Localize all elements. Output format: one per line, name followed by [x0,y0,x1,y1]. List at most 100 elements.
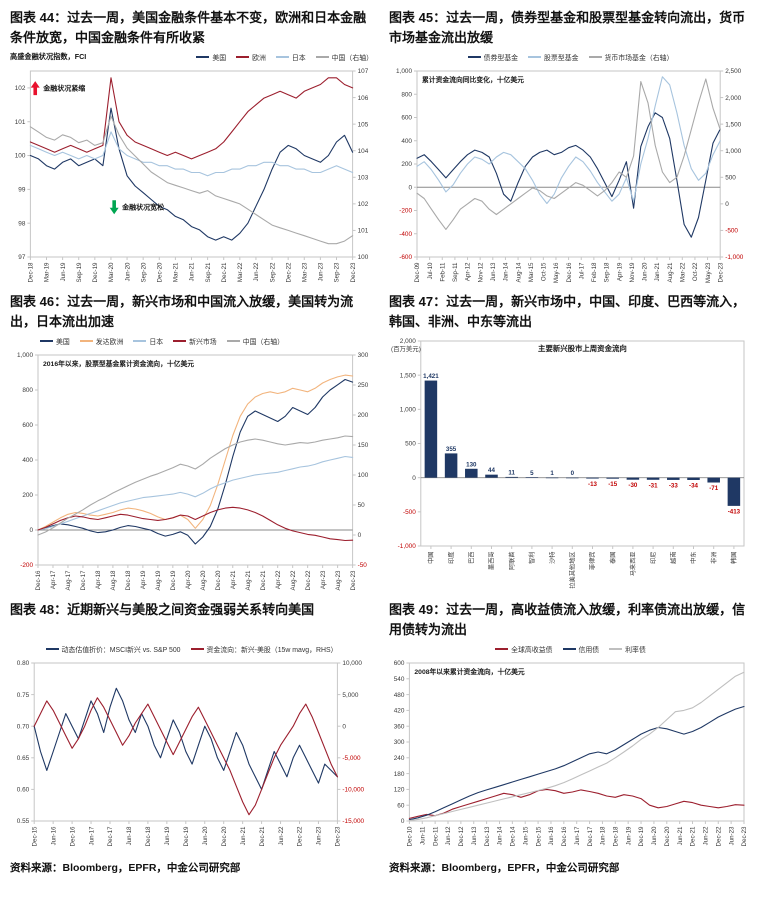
svg-text:1,000: 1,000 [17,352,33,359]
svg-text:Jun-17: Jun-17 [574,826,581,845]
svg-text:Jul-17: Jul-17 [578,262,585,279]
svg-text:May-23: May-23 [705,262,712,283]
svg-text:(百万美元): (百万美元) [391,344,421,353]
svg-text:Dec-22: Dec-22 [285,262,292,283]
svg-text:Dec-22: Dec-22 [297,826,304,847]
svg-text:97: 97 [18,254,26,261]
svg-text:Oct-22: Oct-22 [692,262,699,281]
svg-text:355: 355 [446,446,457,453]
svg-text:-5,000: -5,000 [342,755,361,762]
svg-text:Dec-14: Dec-14 [510,826,517,847]
svg-text:Dec-20: Dec-20 [156,262,163,283]
svg-text:2008年以来累计资金流向，十亿美元: 2008年以来累计资金流向，十亿美元 [414,667,524,676]
svg-text:Jun-19: Jun-19 [164,826,171,845]
svg-text:Apr-20: Apr-20 [185,570,192,589]
svg-text:240: 240 [394,755,405,762]
legend-marker [528,56,542,58]
svg-text:1,421: 1,421 [423,373,439,380]
svg-text:中国: 中国 [427,552,435,564]
svg-text:Dec-16: Dec-16 [69,826,76,847]
svg-text:500: 500 [725,174,736,181]
svg-text:-50: -50 [358,562,368,569]
legend-item: 欧洲 [236,52,266,62]
legend-marker [45,648,59,650]
svg-text:44: 44 [488,467,495,474]
svg-text:Jun-18: Jun-18 [600,826,607,845]
svg-text:Dec-23: Dec-23 [717,262,724,283]
svg-text:Dec-19: Dec-19 [170,570,177,591]
svg-text:Jun-23: Jun-23 [728,826,735,845]
svg-text:Dec-17: Dec-17 [107,826,114,847]
svg-text:Feb-18: Feb-18 [591,262,598,282]
svg-text:Jun-23: Jun-23 [316,826,323,845]
legend-marker [40,340,53,342]
svg-text:-71: -71 [709,485,719,492]
svg-text:Dec-11: Dec-11 [432,826,439,846]
svg-text:-413: -413 [728,508,741,515]
svg-text:Dec-10: Dec-10 [407,826,414,847]
svg-text:金融状况紧缩: 金融状况紧缩 [42,84,85,93]
svg-text:480: 480 [394,692,405,699]
svg-text:50: 50 [358,502,366,509]
svg-text:98: 98 [18,220,26,227]
svg-text:Oct-15: Oct-15 [541,262,548,281]
figure-47: 图表 47：过去一周，新兴市场中，中国、印度、巴西等流入，韩国、非洲、中东等流出… [389,292,752,596]
svg-text:106: 106 [358,95,369,102]
svg-text:200: 200 [401,161,412,168]
svg-text:韩国: 韩国 [730,552,738,564]
legend-marker [495,648,509,650]
svg-text:0.80: 0.80 [17,660,30,667]
svg-text:2,500: 2,500 [725,68,741,75]
svg-text:Dec-16: Dec-16 [561,826,568,847]
svg-text:Sep-19: Sep-19 [76,262,83,283]
legend-marker [173,340,187,342]
svg-text:Jan-14: Jan-14 [503,262,510,281]
svg-text:菲律宾: 菲律宾 [589,552,597,571]
figure-49-title: 图表 49：过去一周，高收益债流入放缓，利率债流出放缓，信用债转为流出 [389,602,746,637]
figure-46-legend: 美国 发达欧洲 日本 新兴市场 中国（右轴） [10,334,373,348]
svg-text:Jun-12: Jun-12 [445,826,452,845]
svg-text:Sep-22: Sep-22 [269,262,276,283]
svg-text:Aug-21: Aug-21 [667,262,674,283]
legend-marker [275,56,289,58]
svg-text:-13: -13 [588,481,598,488]
svg-text:Dec-19: Dec-19 [638,826,645,847]
svg-text:Dec-17: Dec-17 [80,570,87,591]
svg-text:60: 60 [397,802,405,809]
svg-text:Aug-19: Aug-19 [155,570,162,591]
svg-text:-31: -31 [649,482,659,489]
svg-text:0: 0 [412,475,416,482]
svg-text:Apr-17: Apr-17 [50,570,57,589]
svg-text:Aug-22: Aug-22 [290,570,297,591]
svg-text:Nov-12: Nov-12 [477,262,484,283]
chart-header-label: 高盛金融状况指数，FCI [10,52,87,61]
legend-marker [79,340,93,342]
svg-text:Jun-16: Jun-16 [548,826,555,845]
svg-text:0: 0 [571,470,575,477]
svg-text:Apr-22: Apr-22 [275,570,282,589]
svg-text:Dec-20: Dec-20 [664,826,671,847]
svg-text:1,000: 1,000 [396,68,412,75]
svg-text:Jun-22: Jun-22 [278,826,285,845]
figure-46-title: 图表 46：过去一周，新兴市场和中国流入放缓，美国转为流出，日本流出加速 [10,294,354,329]
svg-text:Dec-09: Dec-09 [414,262,421,283]
svg-text:Dec-19: Dec-19 [92,262,99,283]
svg-text:420: 420 [394,708,405,715]
svg-text:Jun-20: Jun-20 [642,262,649,281]
svg-text:Dec-15: Dec-15 [535,826,542,847]
svg-text:-30: -30 [628,482,638,489]
legend-item: 日本 [133,336,163,346]
svg-text:101: 101 [358,228,369,235]
svg-text:100: 100 [358,472,369,479]
svg-text:Dec-23: Dec-23 [350,570,357,591]
svg-text:500: 500 [405,441,416,448]
svg-text:-33: -33 [669,482,679,489]
svg-text:Jun-16: Jun-16 [50,826,57,845]
legend-marker [196,56,210,58]
svg-text:Dec-12: Dec-12 [458,826,465,847]
svg-text:Apr-23: Apr-23 [320,570,327,589]
svg-text:中东: 中东 [690,552,698,564]
svg-text:Jun-20: Jun-20 [202,826,209,845]
svg-text:2016年以来，股票型基金累计资金流向，十亿美元: 2016年以来，股票型基金累计资金流向，十亿美元 [43,359,194,368]
svg-text:99: 99 [18,187,26,194]
